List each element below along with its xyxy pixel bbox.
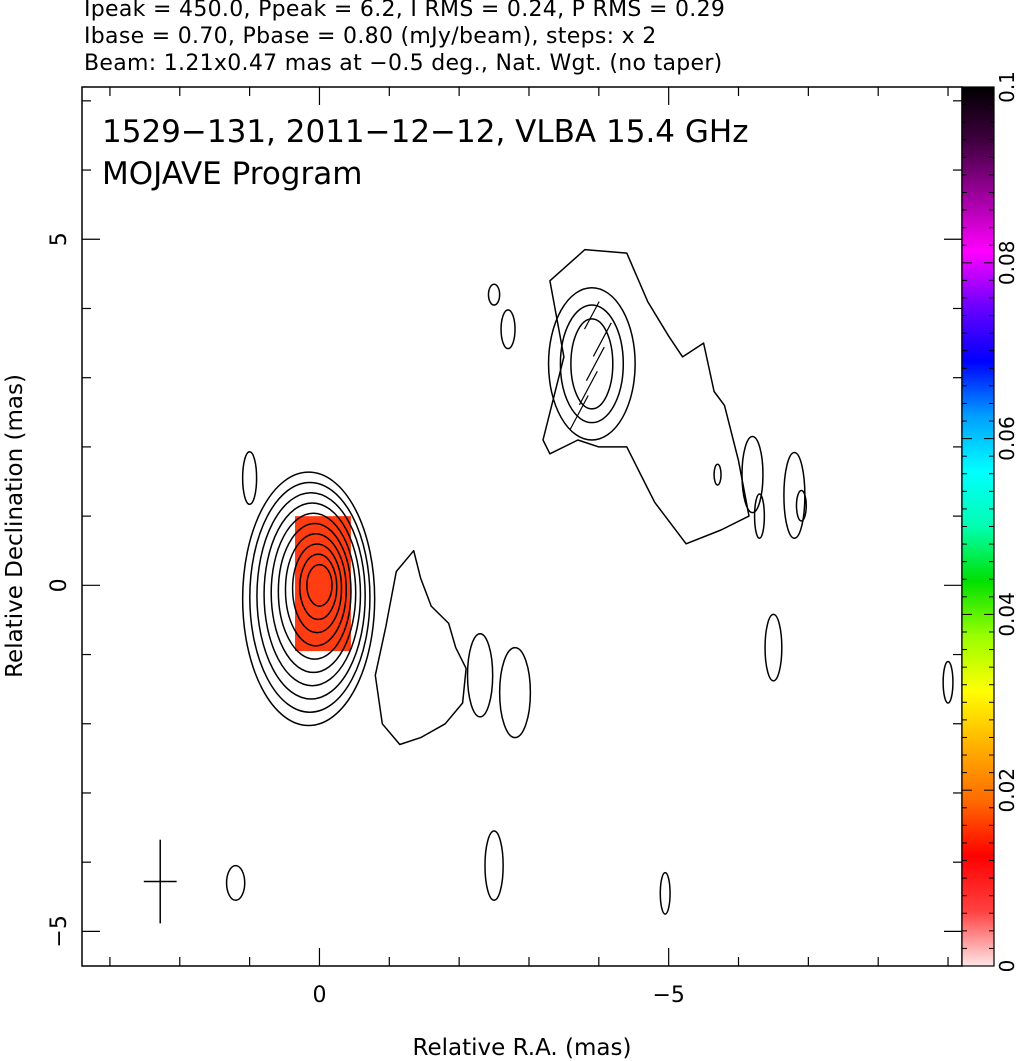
- core-contour: [306, 563, 333, 607]
- component-contour: [795, 489, 808, 522]
- component-contour: [487, 283, 501, 306]
- axes-layer: 0 −5 5 0 −5: [47, 87, 962, 1008]
- core-contour: [256, 491, 366, 700]
- x-tick-label: 0: [312, 983, 326, 1008]
- polarization-vector: [592, 322, 612, 357]
- y-tick-label: −5: [47, 915, 72, 947]
- component-contour: [942, 660, 954, 704]
- core-contour: [263, 502, 362, 687]
- core-contour: [299, 553, 338, 621]
- extended-contour: [542, 248, 750, 545]
- component-contour: [225, 864, 246, 901]
- x-tick-label: −5: [652, 983, 684, 1008]
- header-line-2: Ibase = 0.70, Pbase = 0.80 (mJy/beam), s…: [84, 24, 657, 49]
- knot-contour: [570, 318, 614, 410]
- component-contour: [764, 613, 783, 682]
- component-contour: [498, 646, 532, 739]
- component-contour: [241, 451, 258, 506]
- header-line-1: Ipeak = 450.0, Ppeak = 6.2, I RMS = 0.24…: [84, 0, 726, 22]
- core-contour: [277, 522, 352, 660]
- component-contour: [753, 493, 766, 540]
- knot-contour: [547, 286, 636, 441]
- colorbar: 0 0.02 0.04 0.06 0.08 0.1: [961, 71, 1019, 973]
- component-contour: [741, 435, 764, 514]
- component-contour: [484, 830, 504, 901]
- polarization-vector: [578, 370, 598, 406]
- map-layer: [143, 248, 954, 924]
- polarization-vector: [569, 395, 589, 430]
- core-contour: [241, 471, 376, 727]
- x-axis-label: Relative R.A. (mas): [413, 1035, 632, 1061]
- core-contour: [249, 481, 371, 713]
- component-contour: [659, 871, 671, 915]
- plot-frame: [81, 86, 963, 967]
- colorbar-tick-label: 0.08: [995, 241, 1019, 286]
- core-contour: [284, 533, 347, 647]
- chart-subtitle: MOJAVE Program: [102, 156, 362, 192]
- component-contour: [713, 463, 722, 486]
- header-line-3: Beam: 1.21x0.47 mas at −0.5 deg., Nat. W…: [84, 51, 723, 76]
- knot-contour: [559, 304, 625, 424]
- y-axis-label: Relative Declination (mas): [2, 374, 28, 678]
- colorbar-tick-label: 0.06: [995, 416, 1019, 461]
- component-contour: [783, 451, 806, 540]
- polarization-vector: [585, 346, 605, 381]
- y-tick-label: 5: [47, 232, 72, 246]
- polarization-vector: [584, 301, 600, 330]
- core-contour: [291, 543, 343, 634]
- component-contour: [500, 309, 516, 350]
- colorbar-tick-label: 0: [995, 960, 1019, 973]
- colorbar-tick-label: 0.04: [995, 592, 1019, 637]
- chart-title: 1529−131, 2011−12−12, VLBA 15.4 GHz: [102, 114, 748, 150]
- colorbar-tick-label: 0.02: [995, 768, 1019, 813]
- jet-contour: [374, 549, 467, 746]
- y-tick-label: 0: [47, 578, 72, 592]
- component-contour: [466, 633, 494, 718]
- colorbar-tick-label: 0.1: [995, 71, 1019, 103]
- core-contour: [270, 512, 357, 674]
